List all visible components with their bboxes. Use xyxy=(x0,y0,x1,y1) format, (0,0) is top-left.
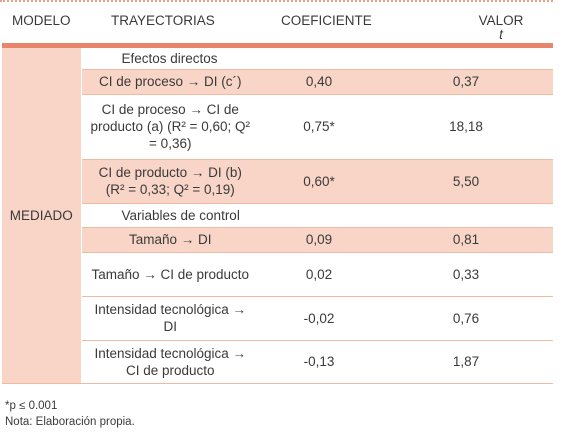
table-row: CI de producto → DI (b) (R² = 0,33; Q² =… xyxy=(2,159,553,204)
path-cell: CI de proceso → DI (c´) xyxy=(81,69,259,95)
header-modelo: MODELO xyxy=(2,5,81,48)
section-label: Efectos directos xyxy=(81,45,259,70)
path-cell: CI de producto → DI (b) (R² = 0,33; Q² =… xyxy=(81,159,259,204)
table-row: Intensidad tecnológica → DI -0,02 0,76 xyxy=(2,296,553,341)
header-valor-t: t xyxy=(499,27,503,42)
table-notes: *p ≤ 0.001 Nota: Elaboración propia. xyxy=(5,398,135,430)
table-row: MEDIADO Efectos directos xyxy=(2,45,553,384)
table-row: Intensidad tecnológica → CI de producto … xyxy=(2,340,553,384)
t-cell: 1,87 xyxy=(379,340,553,384)
path-cell: Intensidad tecnológica → CI de producto xyxy=(81,340,259,384)
coef-cell xyxy=(259,203,379,228)
t-cell: 0,81 xyxy=(379,227,553,253)
coef-cell: 0,09 xyxy=(259,227,379,253)
coef-cell: 0,75* xyxy=(259,94,379,160)
t-cell: 0,33 xyxy=(379,252,553,297)
table-header-row: MODELO TRAYECTORIAS COEFICIENTE VALOR t xyxy=(2,5,553,48)
coef-cell: 0,40 xyxy=(259,69,379,95)
coef-cell xyxy=(259,45,379,70)
path-cell: Intensidad tecnológica → DI xyxy=(81,296,259,341)
table-row: CI de proceso → DI (c´) 0,40 0,37 xyxy=(2,69,553,95)
coef-cell: 0,02 xyxy=(259,252,379,297)
header-coeficiente: COEFICIENTE xyxy=(259,5,379,48)
table-row: Variables de control xyxy=(2,203,553,228)
table-row: Tamaño → CI de producto 0,02 0,33 xyxy=(2,252,553,297)
path-cell: Tamaño → DI xyxy=(81,227,259,253)
path-cell: Tamaño → CI de producto xyxy=(81,252,259,297)
header-valor: VALOR t xyxy=(379,5,553,48)
coef-cell: -0,13 xyxy=(259,340,379,384)
t-cell xyxy=(379,203,553,228)
source-note: Nota: Elaboración propia. xyxy=(5,416,135,428)
model-cell: MEDIADO xyxy=(2,45,82,384)
table-row: Tamaño → DI 0,09 0,81 xyxy=(2,227,553,253)
t-cell: 0,76 xyxy=(379,296,553,341)
top-dotted-rule xyxy=(0,0,553,5)
path-cell: CI de proceso → CI de producto (a) (R² =… xyxy=(81,94,259,160)
results-table: MODELO TRAYECTORIAS COEFICIENTE VALOR t … xyxy=(2,5,553,384)
significance-note: *p ≤ 0.001 xyxy=(5,400,58,412)
t-cell: 18,18 xyxy=(379,94,553,160)
section-label: Variables de control xyxy=(81,203,259,228)
t-cell xyxy=(379,45,553,70)
t-cell: 5,50 xyxy=(379,159,553,204)
coef-cell: -0,02 xyxy=(259,296,379,341)
header-valor-label: VALOR xyxy=(478,13,524,28)
header-trayectorias: TRAYECTORIAS xyxy=(81,5,259,48)
t-cell: 0,37 xyxy=(379,69,553,95)
table-row: CI de proceso → CI de producto (a) (R² =… xyxy=(2,94,553,160)
coef-cell: 0,60* xyxy=(259,159,379,204)
